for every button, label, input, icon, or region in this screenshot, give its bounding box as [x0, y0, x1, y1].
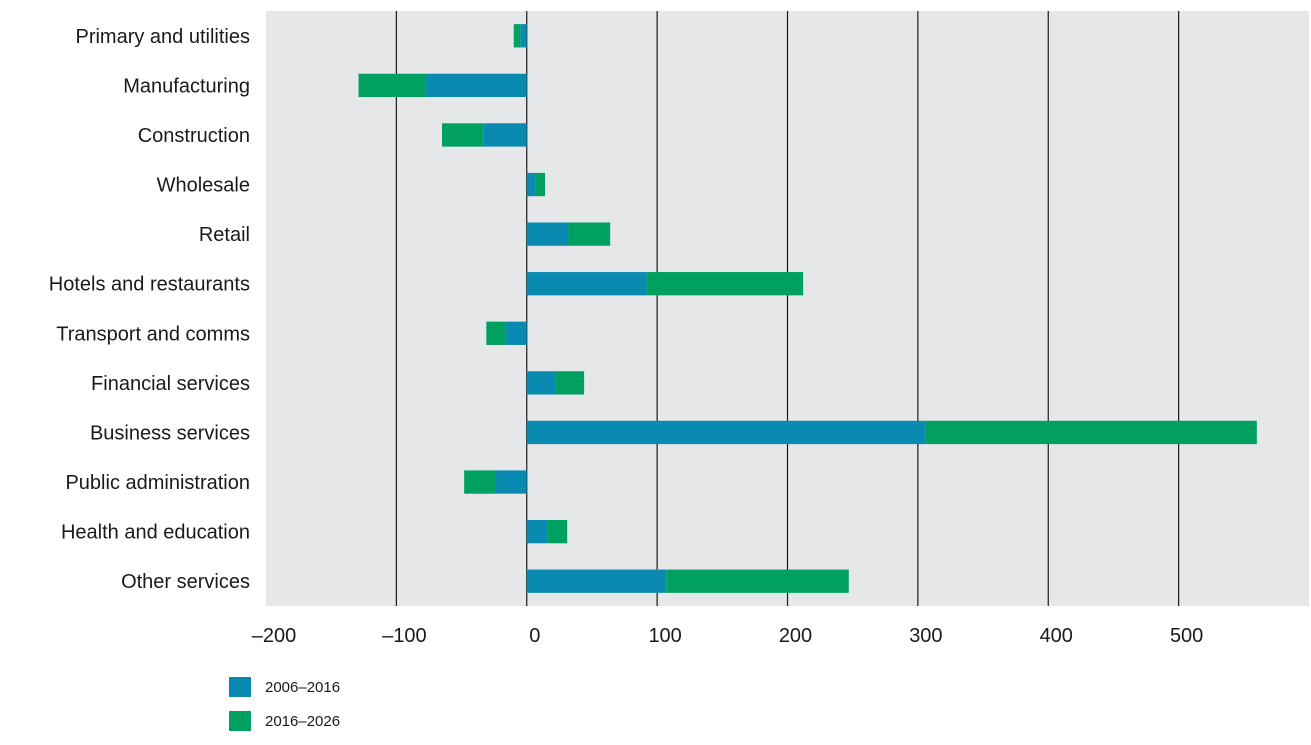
bar-2-0	[513, 24, 521, 48]
category-label: Primary and utilities	[75, 26, 250, 48]
bar-1-6	[505, 321, 527, 345]
legend-label-series-1: 2006–2016	[265, 678, 341, 696]
bar-1-11	[526, 569, 667, 593]
bar-1-10	[526, 519, 548, 544]
bar-2-4	[568, 222, 611, 246]
bar-1-5	[526, 272, 647, 296]
gridlines	[395, 11, 1180, 606]
bar-1-4	[526, 222, 569, 246]
legend-item-series-2: 2016–2026	[229, 711, 340, 731]
x-tick-label: –100	[382, 625, 427, 647]
bar-1-3	[526, 172, 536, 197]
category-label: Wholesale	[157, 175, 250, 197]
bar-2-10	[547, 519, 568, 544]
category-label: Hotels and restaurants	[49, 274, 250, 296]
category-label: Financial services	[91, 373, 250, 395]
x-tick-label: 200	[779, 625, 812, 647]
legend-swatch-series-1	[229, 677, 251, 697]
bar-1-9	[495, 470, 527, 494]
bar-1-0	[520, 24, 527, 48]
legend-label-series-2: 2016–2026	[265, 712, 341, 730]
bar-2-5	[646, 272, 804, 296]
bar-1-8	[526, 420, 926, 445]
legend-item-series-1: 2006–2016	[229, 677, 340, 697]
category-label: Construction	[138, 125, 250, 147]
x-tick-label: 400	[1040, 625, 1073, 647]
bar-2-9	[464, 470, 496, 494]
category-labels: Primary and utilities Manufacturing Constr…	[49, 26, 250, 593]
category-label: Health and education	[61, 522, 250, 544]
bar-2-7	[555, 371, 585, 395]
category-label: Retail	[199, 224, 250, 246]
legend-swatch-series-2	[229, 711, 251, 731]
legend: 2006–2016 2016–2026	[229, 677, 340, 745]
bar-2-2	[442, 123, 484, 147]
category-label: Other services	[121, 571, 250, 593]
x-tick-label: 500	[1170, 625, 1203, 647]
category-label: Business services	[90, 422, 250, 444]
bar-1-1	[425, 73, 527, 98]
bar-1-7	[526, 371, 556, 395]
bar-2-6	[486, 321, 506, 345]
x-tick-labels: –200 –100 0 100 200 300 400 500	[252, 625, 1204, 647]
category-label: Public administration	[65, 472, 250, 494]
bar-2-8	[925, 420, 1257, 445]
x-tick-label: 0	[529, 625, 540, 647]
x-tick-label: 300	[909, 625, 942, 647]
bar-1-2	[483, 123, 527, 147]
x-tick-label: 100	[648, 625, 681, 647]
bars	[358, 24, 1257, 593]
bar-2-11	[666, 569, 849, 593]
bar-2-3	[535, 172, 546, 197]
bar-2-1	[358, 73, 426, 98]
x-tick-label: –200	[252, 625, 297, 647]
category-label: Transport and comms	[56, 323, 250, 345]
category-label: Manufacturing	[123, 75, 250, 97]
